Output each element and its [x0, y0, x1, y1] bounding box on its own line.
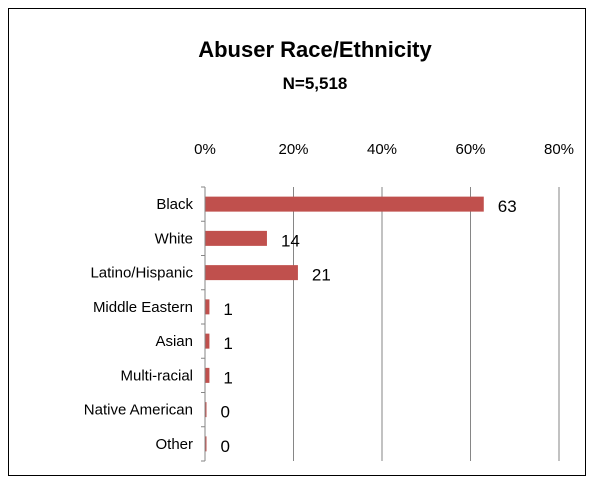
bar	[205, 299, 210, 315]
data-label: 1	[223, 334, 232, 353]
x-tick-label: 60%	[455, 141, 485, 158]
data-label: 1	[223, 300, 232, 319]
category-label: Middle Eastern	[93, 299, 193, 316]
data-label: 0	[221, 437, 230, 456]
x-axis-ticks: 0% 20% 40% 60% 80%	[194, 141, 574, 158]
category-label: Black	[156, 196, 193, 213]
x-tick-label: 80%	[544, 141, 574, 158]
category-label: Asian	[155, 333, 193, 350]
bar	[205, 265, 298, 281]
bar	[205, 196, 484, 212]
gridlines	[201, 186, 560, 462]
category-label: Latino/Hispanic	[90, 265, 193, 282]
bar	[205, 436, 207, 452]
category-label: White	[155, 230, 193, 247]
x-tick-label: 40%	[367, 141, 397, 158]
bar	[205, 367, 210, 383]
data-label: 21	[312, 266, 331, 285]
category-label: Multi-racial	[120, 367, 193, 384]
bar	[205, 402, 207, 418]
chart-subtitle: N=5,518	[283, 74, 348, 93]
x-tick-label: 0%	[194, 141, 216, 158]
x-tick-label: 20%	[278, 141, 308, 158]
category-labels: Black White Latino/Hispanic Middle Eastern A…	[84, 196, 194, 453]
data-label: 1	[223, 368, 232, 387]
bar	[205, 333, 210, 349]
chart-frame: Abuser Race/Ethnicity N=5,518 0% 20% 40% 60…	[8, 8, 586, 476]
bar-series	[205, 196, 484, 452]
data-label: 14	[281, 231, 300, 250]
category-label: Other	[155, 436, 193, 453]
data-label: 63	[498, 197, 517, 216]
bar-chart: Abuser Race/Ethnicity N=5,518 0% 20% 40% 60…	[84, 37, 574, 462]
category-label: Native American	[84, 402, 193, 419]
bar	[205, 230, 267, 246]
data-label: 0	[221, 403, 230, 422]
chart-title: Abuser Race/Ethnicity	[198, 37, 432, 62]
